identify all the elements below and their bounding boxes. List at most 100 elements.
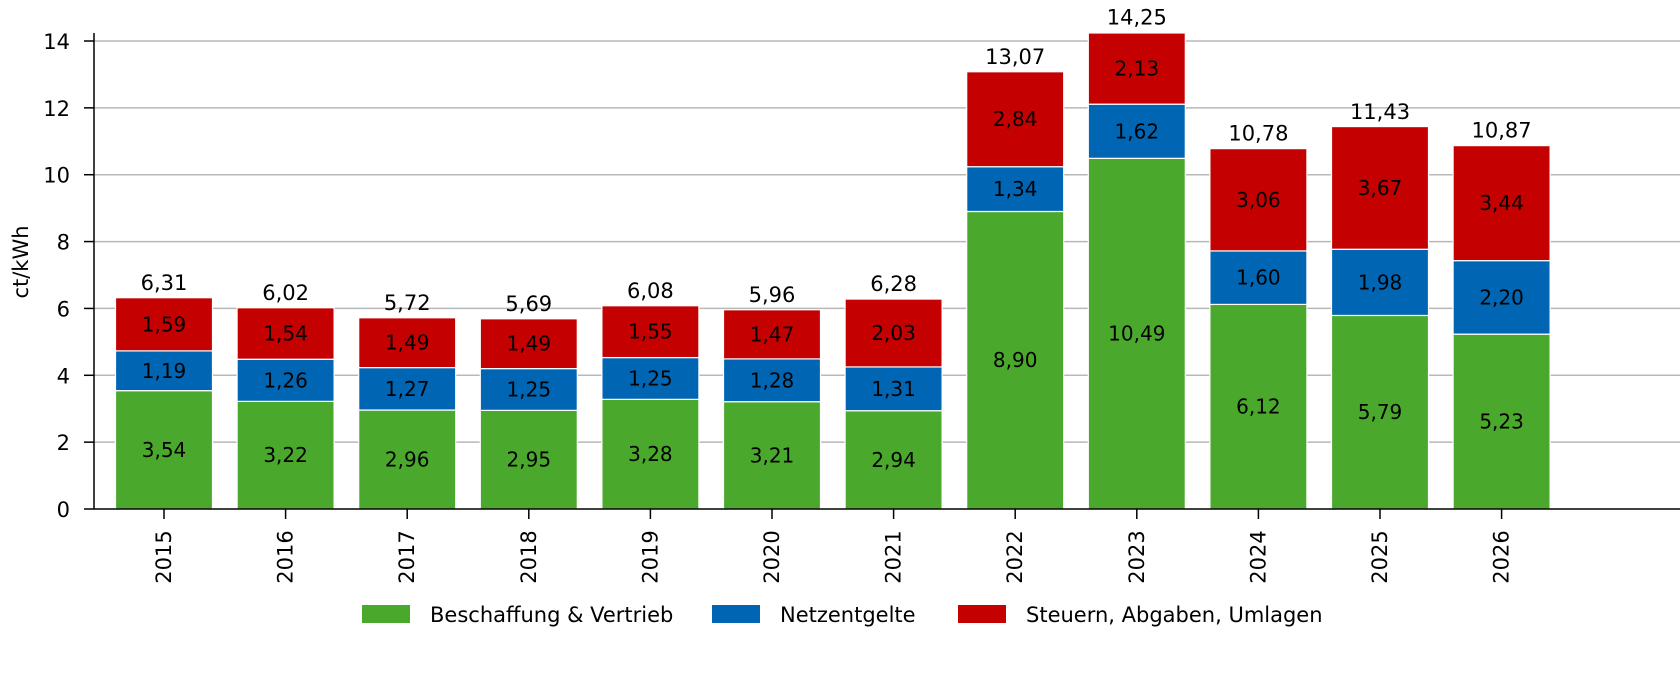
bar-total-label: 5,72 xyxy=(384,291,431,315)
bar-segment xyxy=(236,358,335,402)
bar-segment xyxy=(358,317,457,369)
bar-segment xyxy=(479,409,578,510)
bar-segment xyxy=(358,409,457,510)
bar-segment xyxy=(236,400,335,510)
bar-total-label: 6,31 xyxy=(141,271,188,295)
bar-total-label: 6,28 xyxy=(870,272,917,296)
bar-segment xyxy=(1087,32,1186,105)
segment-value-label: 2,03 xyxy=(871,321,916,345)
bar-total-label: 10,87 xyxy=(1472,119,1532,143)
segment-value-label: 1,54 xyxy=(263,322,308,346)
bar-total-label: 5,69 xyxy=(505,292,552,316)
bar-segment xyxy=(358,366,457,411)
segment-value-label: 2,84 xyxy=(993,107,1038,131)
bars: 3,54 1,19 1,59 6,31 3,22 1,26 1,54 6,02 2,96 1,27… xyxy=(114,6,1551,510)
x-tick-label: 2020 xyxy=(760,530,784,583)
bar-segment xyxy=(601,398,700,510)
bar-total-label: 6,02 xyxy=(262,281,309,305)
bar-total-label: 10,78 xyxy=(1228,122,1288,146)
bar-segment xyxy=(601,356,700,400)
x-tick-label: 2025 xyxy=(1368,530,1392,583)
segment-value-label: 3,67 xyxy=(1358,176,1403,200)
x-tick-label: 2026 xyxy=(1490,530,1514,583)
legend-swatch xyxy=(712,605,760,623)
segment-value-label: 1,98 xyxy=(1358,270,1403,294)
segment-value-label: 1,49 xyxy=(507,332,552,356)
segment-value-label: 5,79 xyxy=(1358,400,1403,424)
segment-value-label: 1,25 xyxy=(507,377,552,401)
bar-segment xyxy=(114,350,214,392)
y-tick-label: 12 xyxy=(43,97,70,121)
bar-total-label: 6,08 xyxy=(627,279,674,303)
segment-value-label: 2,20 xyxy=(1479,285,1524,309)
segment-value-label: 3,06 xyxy=(1236,188,1281,212)
y-tick-label: 10 xyxy=(43,164,70,188)
x-tick-label: 2016 xyxy=(274,530,298,583)
y-tick-label: 4 xyxy=(57,364,70,388)
segment-value-label: 1,59 xyxy=(142,312,187,336)
bar-segment xyxy=(236,307,335,360)
segment-value-label: 3,54 xyxy=(142,438,187,462)
bar-segment xyxy=(844,298,943,368)
segment-value-label: 2,95 xyxy=(507,448,552,472)
x-tick-label: 2017 xyxy=(395,530,419,583)
segment-value-label: 2,94 xyxy=(871,448,916,472)
segment-value-label: 3,22 xyxy=(263,443,308,467)
bar-segment xyxy=(722,358,822,403)
bar-segment xyxy=(479,318,578,370)
x-tick-label: 2024 xyxy=(1246,530,1270,583)
bar-segment xyxy=(966,210,1065,510)
bar-segment xyxy=(1209,303,1308,510)
axes: 0 2 4 6 8 10 12 14 2015 2016 2017 2018 2019 2020 2021 2… xyxy=(43,30,1680,584)
segment-value-label: 10,49 xyxy=(1108,322,1165,346)
y-tick-label: 8 xyxy=(57,231,70,255)
bar-segment xyxy=(844,366,943,412)
bar-segment xyxy=(601,305,700,359)
segment-value-label: 1,62 xyxy=(1115,119,1160,143)
segment-value-label: 1,28 xyxy=(750,368,795,392)
segment-value-label: 5,23 xyxy=(1479,410,1524,434)
segment-value-label: 3,28 xyxy=(628,442,673,466)
bar-total-label: 13,07 xyxy=(985,45,1045,69)
bar-segment xyxy=(1209,148,1308,252)
legend-label: Netzentgelte xyxy=(780,603,916,627)
legend-swatch xyxy=(362,605,410,623)
segment-value-label: 1,49 xyxy=(385,331,430,355)
legend-label: Beschaffung & Vertrieb xyxy=(430,603,673,627)
legend-label: Steuern, Abgaben, Umlagen xyxy=(1026,603,1323,627)
segment-value-label: 1,25 xyxy=(628,366,673,390)
y-axis-label: ct/kWh xyxy=(9,225,33,298)
segment-value-label: 2,13 xyxy=(1115,57,1160,81)
bar-segment xyxy=(1087,157,1186,510)
x-tick-label: 2021 xyxy=(882,530,906,583)
segment-value-label: 1,26 xyxy=(263,368,308,392)
bar-segment xyxy=(722,401,822,510)
segment-value-label: 6,12 xyxy=(1236,395,1281,419)
bar-segment xyxy=(1330,125,1430,250)
bar-total-label: 11,43 xyxy=(1350,100,1410,124)
segment-value-label: 2,96 xyxy=(385,448,430,472)
y-tick-label: 0 xyxy=(57,498,70,522)
legend: Beschaffung & Vertrieb Netzentgelte Steuer… xyxy=(362,603,1323,627)
x-tick-label: 2022 xyxy=(1003,530,1027,583)
y-tick-label: 14 xyxy=(43,30,70,54)
bar-segment xyxy=(1452,333,1551,510)
y-tick-label: 2 xyxy=(57,431,70,455)
legend-swatch xyxy=(958,605,1006,623)
segment-value-label: 8,90 xyxy=(993,348,1038,372)
segment-value-label: 1,34 xyxy=(993,177,1038,201)
segment-value-label: 1,31 xyxy=(871,377,916,401)
x-tick-label: 2015 xyxy=(152,530,176,583)
segment-value-label: 1,60 xyxy=(1236,266,1281,290)
y-tick-label: 6 xyxy=(57,297,70,321)
bar-total-label: 14,25 xyxy=(1107,6,1167,30)
bar-segment xyxy=(1452,260,1551,335)
bar-total-label: 5,96 xyxy=(749,283,796,307)
segment-value-label: 1,27 xyxy=(385,377,430,401)
segment-value-label: 1,47 xyxy=(750,322,795,346)
bar-segment xyxy=(966,71,1065,168)
bar-segment xyxy=(1452,145,1551,262)
bar-segment xyxy=(1209,250,1308,306)
segment-value-label: 3,21 xyxy=(750,443,795,467)
